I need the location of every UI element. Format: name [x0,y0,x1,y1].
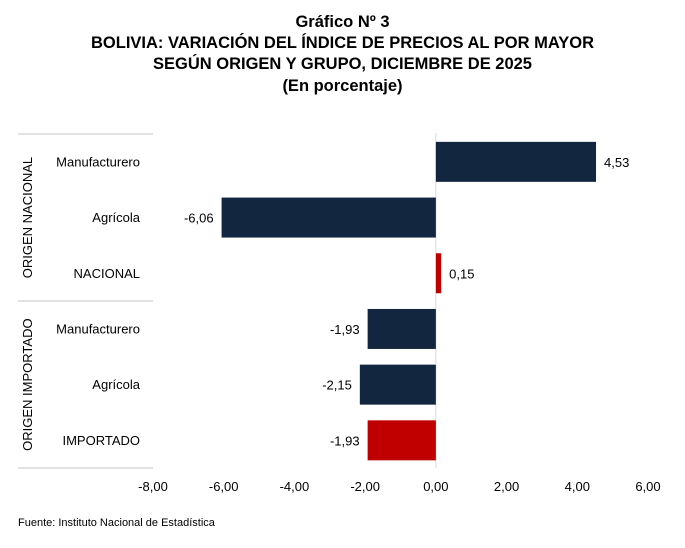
data-label: -1,93 [330,322,360,337]
bar [359,364,436,405]
chart-subtitle-2: SEGÚN ORIGEN Y GRUPO, DICIEMBRE DE 2025 [153,55,532,73]
chart-subtitle-1: BOLIVIA: VARIACIÓN DEL ÍNDICE DE PRECIOS… [90,34,594,52]
category-label: Agrícola [92,377,140,392]
data-label: -2,15 [322,378,352,393]
x-tick-label: 2,00 [494,479,519,494]
source-note: Fuente: Instituto Nacional de Estadístic… [18,517,215,529]
data-label: 0,15 [449,266,474,281]
category-label: IMPORTADO [62,433,140,448]
category-label: Agrícola [92,210,140,225]
group-label: ORIGEN IMPORTADO [20,318,35,450]
x-tick-label: -8,00 [138,479,168,494]
chart-title: Gráfico Nº 3 [295,13,390,31]
category-label: Manufacturero [56,154,140,169]
x-tick-label: 0,00 [423,479,448,494]
data-label: -1,93 [330,433,360,448]
bar [367,420,436,461]
group-label: ORIGEN NACIONAL [20,157,35,278]
bar [435,141,597,182]
x-tick-label: -6,00 [209,479,239,494]
data-label: -6,06 [184,211,214,226]
x-tick-label: 4,00 [565,479,590,494]
bar [367,308,436,349]
x-tick-label: -4,00 [280,479,310,494]
data-label: 4,53 [604,155,629,170]
bar [221,197,436,238]
category-label: Manufacturero [56,321,140,336]
x-tick-label: -2,00 [350,479,380,494]
bar [435,253,442,294]
chart-subtitle-3: (En porcentaje) [282,77,403,95]
x-tick-label: 6,00 [635,479,660,494]
category-label: NACIONAL [74,266,140,281]
